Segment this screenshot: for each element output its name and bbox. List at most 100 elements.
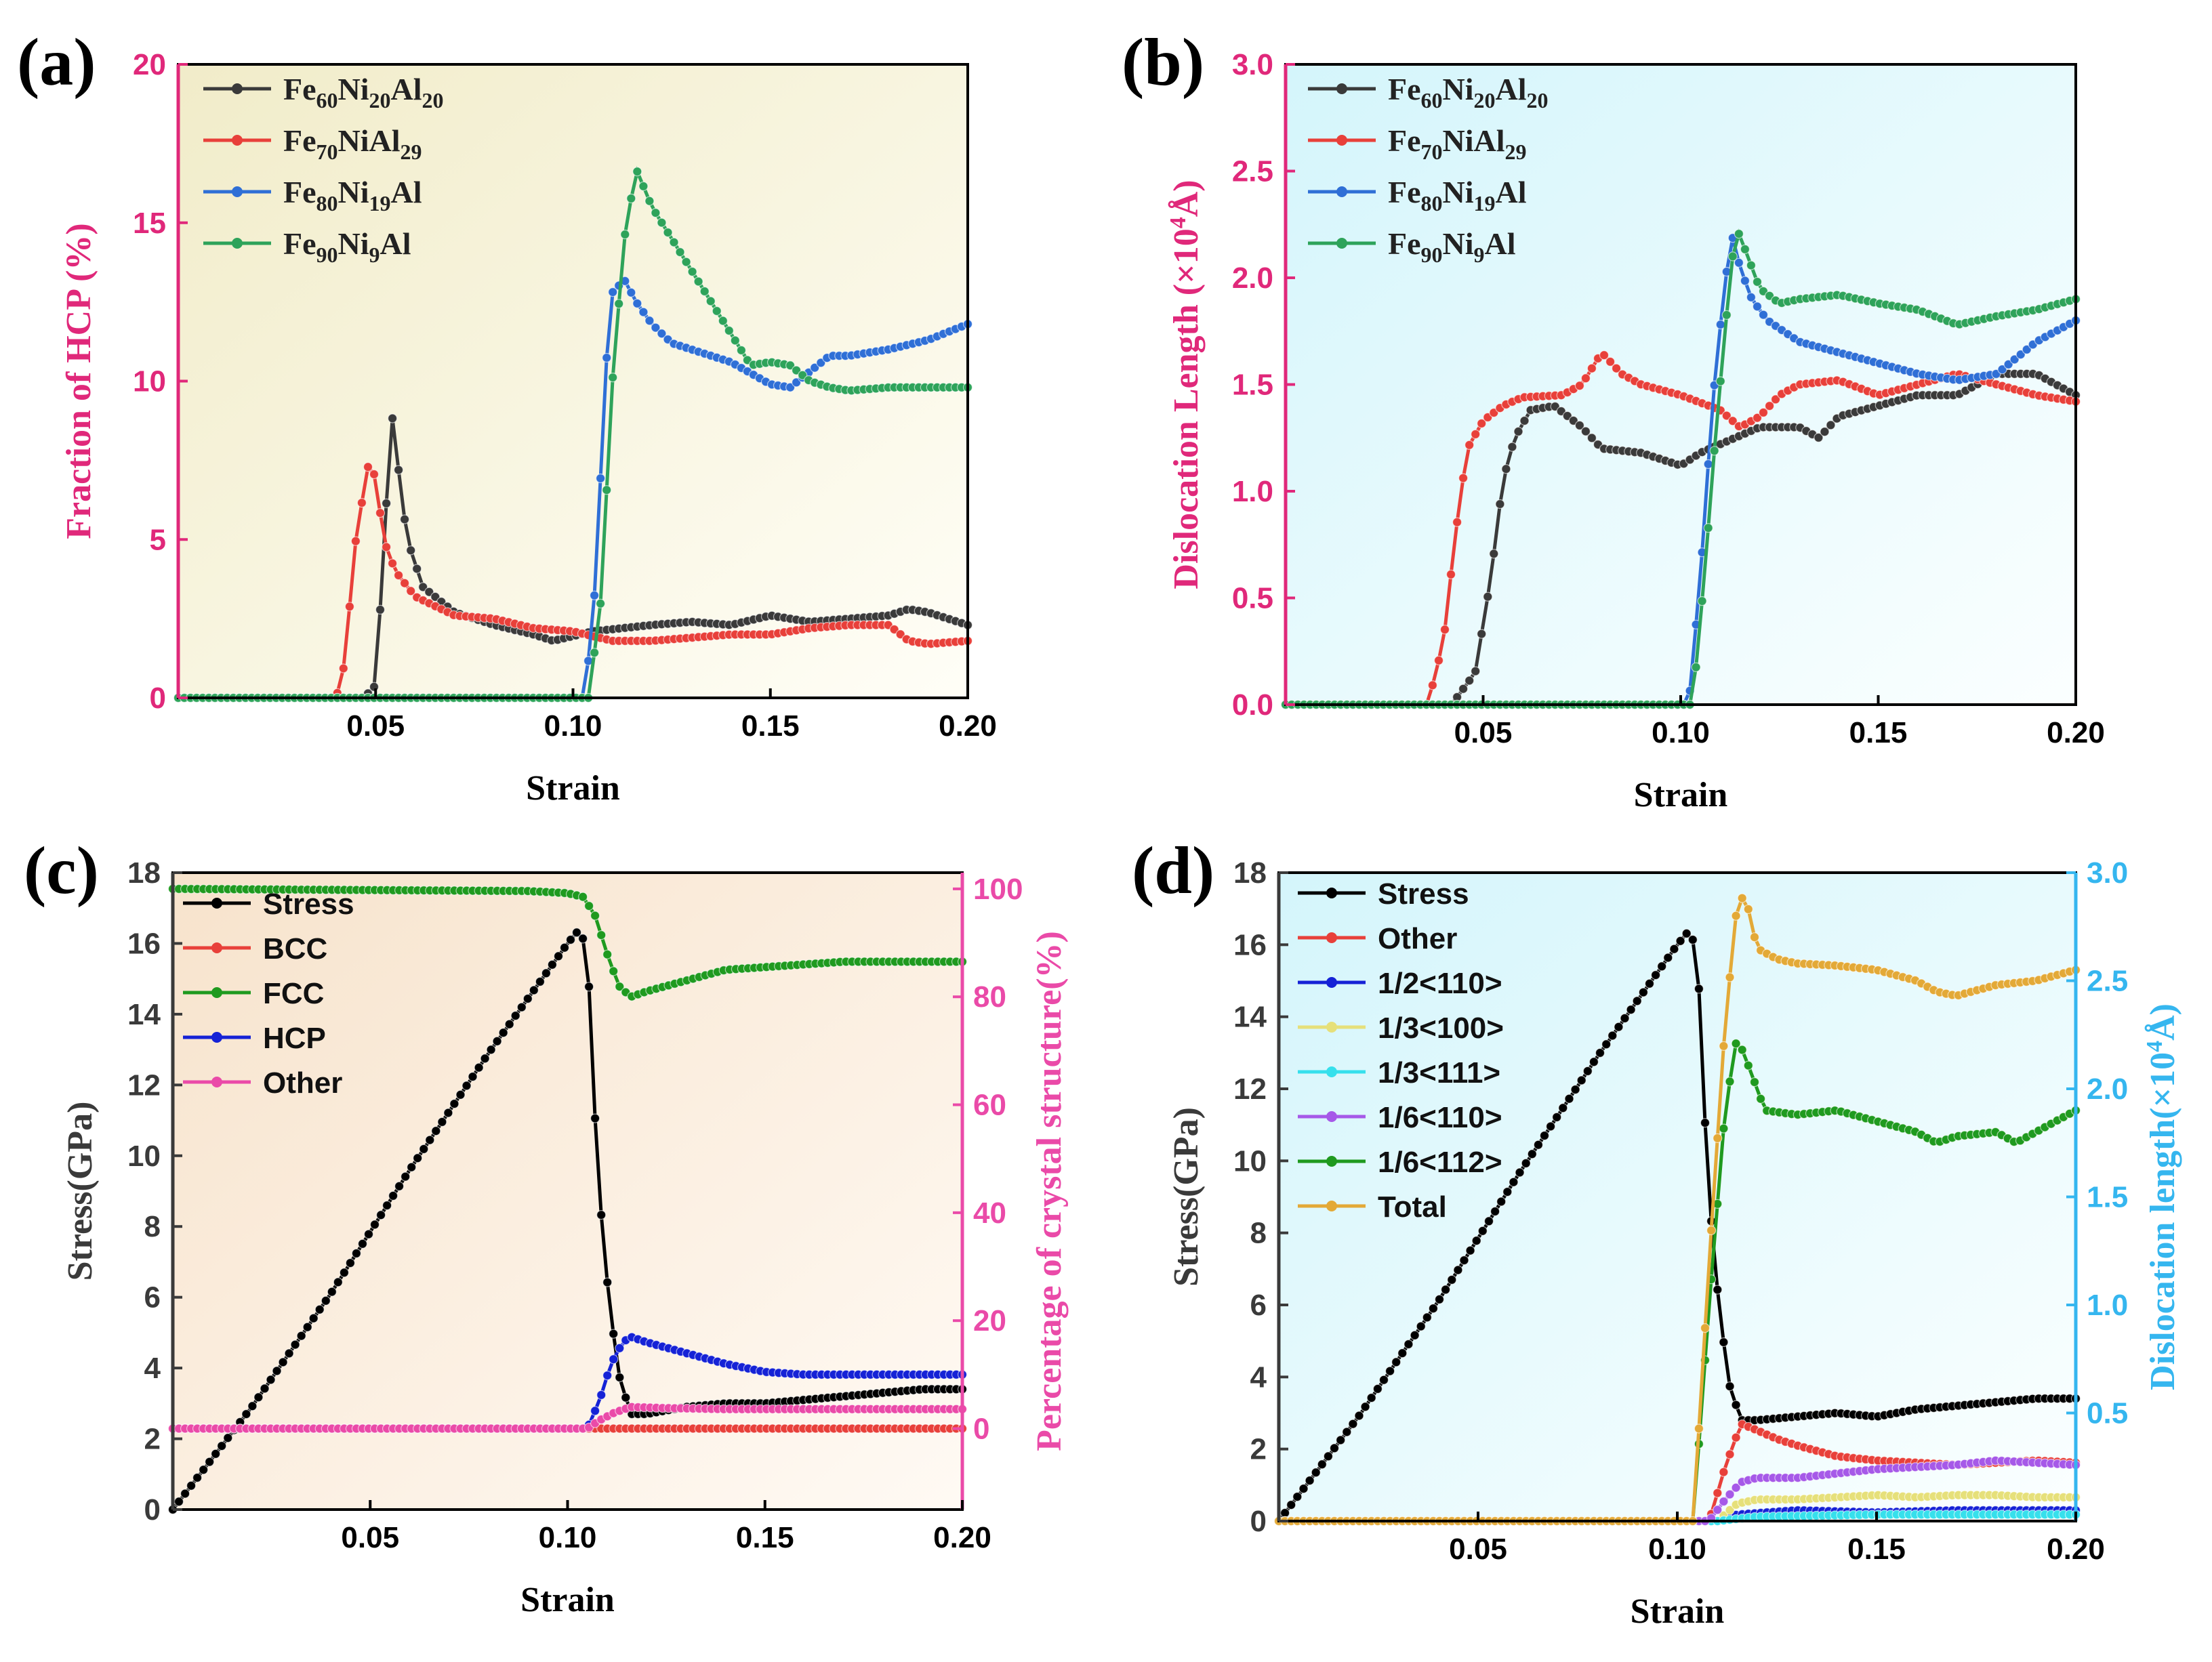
series-point — [1725, 1505, 1735, 1515]
series-point — [345, 1258, 356, 1268]
series-point — [1734, 257, 1744, 268]
series-point — [1814, 432, 1824, 443]
series-point — [399, 514, 410, 524]
series-point — [541, 968, 552, 978]
y-tick-label: 4 — [1250, 1360, 1267, 1394]
series-point — [596, 1209, 607, 1220]
series-point — [1452, 517, 1462, 527]
y-tick-label-right: 0.5 — [2087, 1397, 2128, 1430]
y-tick-label: 6 — [1250, 1289, 1267, 1322]
series-point — [1317, 1459, 1327, 1470]
y-tick-label: 14 — [127, 998, 161, 1031]
series-point — [344, 602, 355, 612]
series-point — [1675, 936, 1685, 946]
series-point — [1752, 302, 1763, 312]
series-point — [1758, 310, 1769, 320]
series-point — [339, 1268, 349, 1278]
series-point — [608, 372, 618, 383]
y-tick-label: 10 — [133, 365, 166, 398]
x-tick-label: 0.10 — [1648, 1533, 1706, 1566]
series-point — [1521, 1158, 1531, 1169]
series-point — [609, 966, 619, 976]
series-point — [1574, 381, 1584, 391]
series-point — [1427, 680, 1437, 690]
series-point — [609, 1354, 619, 1365]
series-point — [614, 299, 624, 309]
series-point — [1458, 684, 1469, 694]
series-point — [1731, 1482, 1741, 1493]
x-axis-label: Strain — [1631, 1592, 1725, 1631]
series-point — [363, 462, 373, 472]
series-point — [1477, 1226, 1488, 1236]
series-point — [1471, 666, 1481, 676]
series-point — [455, 1089, 466, 1100]
series-point — [1632, 996, 1642, 1006]
series-point — [657, 329, 667, 339]
series-point — [1570, 1084, 1580, 1095]
series-point — [382, 1200, 392, 1211]
series-point — [1496, 1197, 1507, 1207]
series-point — [1311, 1468, 1321, 1478]
series-point — [321, 1295, 331, 1306]
series-point — [1471, 1236, 1481, 1246]
series-point — [669, 237, 679, 247]
series-point — [449, 1098, 459, 1109]
y-tick-label-right: 3.0 — [2087, 856, 2128, 890]
x-tick-label: 0.15 — [741, 709, 800, 743]
series-point — [1719, 1337, 1729, 1348]
series-point — [192, 1472, 203, 1483]
series-point — [369, 1220, 380, 1230]
series-point — [1713, 1505, 1723, 1515]
y-tick-label: 6 — [144, 1281, 161, 1314]
chart-panel-a: (a) 0.05 0.10 0.15 0.20 0 5 10 15 20 Strain Fractio… — [17, 24, 997, 808]
series-point — [1725, 1449, 1735, 1459]
legend-swatch-marker — [211, 898, 222, 909]
series-point — [602, 1370, 613, 1381]
series-point — [1721, 411, 1732, 421]
series-point — [327, 1287, 337, 1297]
x-tick-label: 0.10 — [544, 709, 602, 743]
series-point — [419, 1144, 429, 1155]
series-point — [180, 1489, 190, 1499]
legend-item: Fe90Ni9Al — [203, 226, 411, 267]
y-tick-label: 2.5 — [1232, 155, 1273, 188]
panel-label-d: (d) — [1132, 833, 1214, 908]
series-point — [260, 1384, 270, 1394]
series-point — [626, 193, 636, 203]
series-point — [1756, 1094, 1766, 1104]
series-point — [1453, 1265, 1463, 1275]
series-point — [173, 1497, 184, 1507]
series-point — [516, 1002, 527, 1012]
series-point — [394, 1181, 405, 1191]
series-point — [217, 1441, 227, 1451]
series-point — [1580, 426, 1591, 436]
series-point — [1734, 229, 1744, 239]
series-point — [1743, 1060, 1753, 1071]
series-point — [1681, 928, 1692, 938]
series-point — [1515, 1167, 1525, 1178]
series-point — [498, 1028, 508, 1038]
series-point — [596, 1390, 607, 1400]
legend-b: Fe60Ni20Al20 Fe70NiAl29 Fe80Ni19Al Fe90Ni9A… — [1308, 72, 1549, 267]
series-point — [1446, 569, 1456, 579]
series-point — [1507, 442, 1517, 452]
series-point — [1691, 662, 1701, 672]
legend-item: Fe90Ni9Al — [1308, 226, 1516, 267]
legend-swatch-marker — [1336, 83, 1347, 94]
series-point — [730, 335, 740, 346]
series-point — [418, 582, 428, 592]
series-point — [474, 1062, 484, 1073]
series-point — [406, 586, 416, 596]
series-point — [615, 982, 625, 992]
series-point — [1715, 376, 1725, 386]
y-tick-label: 0.5 — [1232, 582, 1273, 615]
legend-item: Other — [1298, 922, 1457, 955]
x-tick-label: 0.15 — [1849, 716, 1908, 749]
series-point — [1746, 292, 1756, 302]
series-point — [602, 949, 613, 959]
y-axis-label-right: Percentage of crystal structure(%) — [1030, 931, 1069, 1451]
series-point — [595, 473, 606, 484]
series-point — [621, 1392, 631, 1403]
series-point — [583, 900, 594, 911]
